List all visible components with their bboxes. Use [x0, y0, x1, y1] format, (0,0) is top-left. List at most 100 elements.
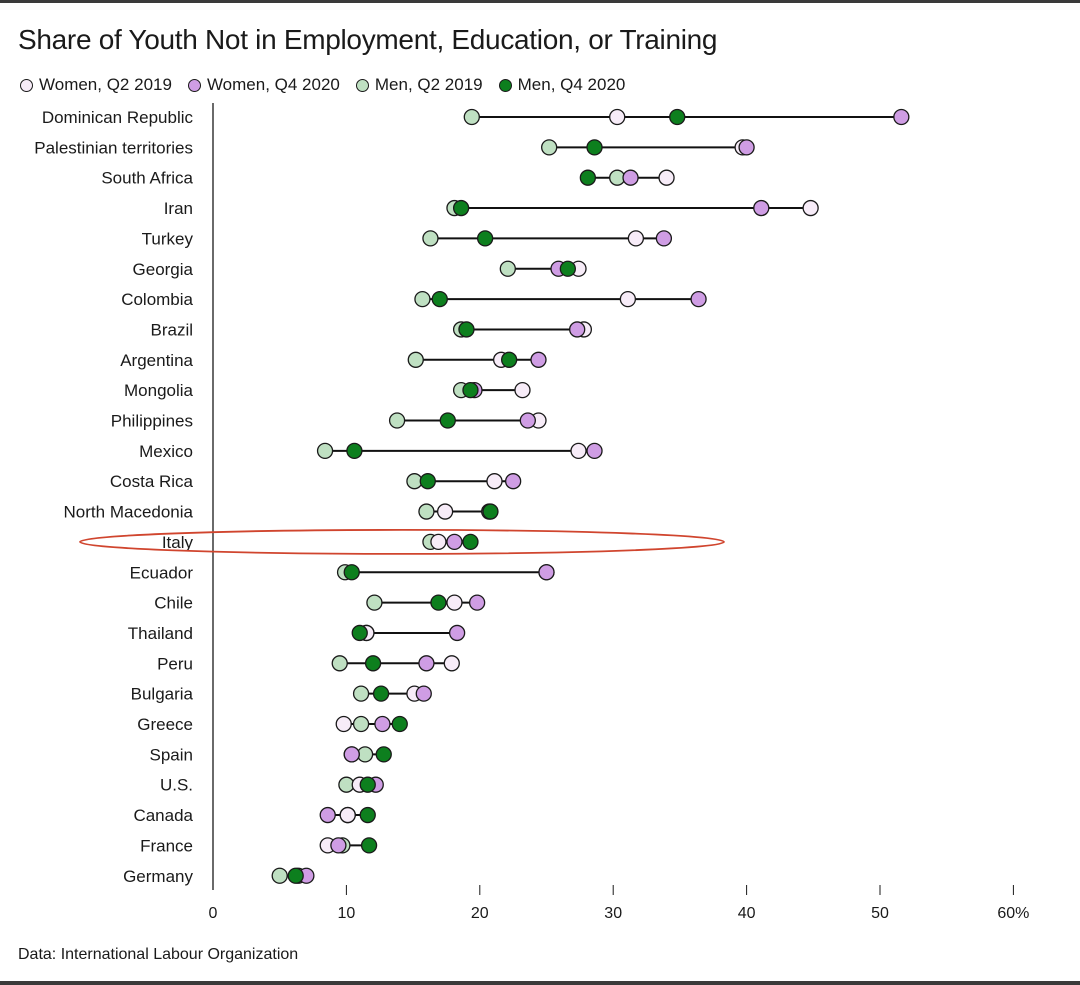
category-label-south-africa: South Africa	[101, 169, 193, 188]
source-note: Data: International Labour Organization	[18, 946, 299, 963]
dot-bulgaria-m20	[372, 685, 390, 702]
dot-italy-m20	[462, 533, 479, 551]
dot-turkey-m20	[476, 230, 494, 247]
dot-peru-w19	[443, 655, 460, 672]
category-label-north-macedonia: North Macedonia	[64, 503, 194, 522]
dot-philippines-w20	[519, 412, 536, 429]
dot-chile-m20	[430, 594, 447, 611]
category-label-palestinian-territories: Palestinian territories	[34, 138, 193, 157]
legend-label-women-2019: Women, Q2 2019	[39, 75, 172, 94]
chart-title: Share of Youth Not in Employment, Educat…	[18, 24, 718, 55]
category-label-france: France	[140, 836, 193, 855]
legend-label-women-2020: Women, Q4 2020	[206, 75, 340, 94]
dot-georgia-m19	[499, 260, 516, 277]
x-tick-label: 10	[338, 905, 356, 922]
dot-palestinian-territories-m20	[586, 139, 603, 156]
legend-item-men-2019: Men, Q2 2019	[355, 75, 483, 95]
dot-greece-m20	[391, 715, 408, 733]
dot-canada-w19	[339, 806, 356, 824]
category-label-dominican-republic: Dominican Republic	[42, 108, 194, 127]
x-tick-label: 50	[871, 905, 889, 922]
dot-chile-w20	[468, 594, 486, 611]
dot-south-africa-w20	[622, 169, 639, 186]
highlight-ellipse-italy	[79, 529, 725, 555]
dot-colombia-w20	[690, 290, 707, 308]
dot-brazil-m20	[458, 321, 475, 338]
dot-germany-m20	[287, 867, 304, 884]
dot-mexico-m19	[316, 442, 334, 460]
dot-south-africa-m20	[579, 169, 597, 186]
dot-peru-m19	[331, 655, 348, 672]
dot-italy-w20	[446, 533, 463, 551]
dot-turkey-m19	[422, 230, 439, 247]
dot-north-macedonia-m20	[482, 503, 499, 520]
category-label-colombia: Colombia	[121, 290, 193, 309]
legend-swatch-women-2020	[187, 78, 201, 92]
category-label-mexico: Mexico	[139, 442, 193, 461]
category-label-thailand: Thailand	[128, 624, 193, 643]
dot-chile-m19	[366, 594, 383, 611]
dot-argentina-m19	[407, 351, 424, 368]
legend-swatch-women-2019	[20, 78, 33, 92]
dot-north-macedonia-m19	[418, 503, 435, 520]
category-label-georgia: Georgia	[133, 260, 194, 279]
dot-peru-w20	[418, 655, 435, 672]
legend-item-men-2020: Men, Q4 2020	[498, 75, 625, 95]
x-tick-label: 0	[209, 905, 218, 922]
dot-brazil-w20	[569, 321, 586, 338]
dot-france-w20	[330, 837, 347, 854]
dot-georgia-m20	[559, 260, 576, 277]
dot-chile-w19	[446, 594, 463, 611]
dot-palestinian-territories-w20	[738, 139, 755, 156]
dot-u-s-m20	[359, 776, 376, 793]
category-label-greece: Greece	[137, 715, 193, 734]
category-label-ecuador: Ecuador	[130, 563, 194, 582]
dot-thailand-w20	[448, 624, 466, 642]
x-tick-label: 20	[471, 905, 489, 922]
dot-germany-m19	[271, 867, 288, 884]
dot-bulgaria-w20	[415, 685, 432, 702]
dot-costa-rica-w20	[505, 473, 522, 490]
dot-iran-m20	[452, 199, 470, 217]
dot-spain-m20	[375, 746, 392, 763]
dot-greece-w20	[374, 715, 391, 733]
dot-turkey-w20	[655, 230, 673, 247]
category-label-iran: Iran	[164, 199, 193, 218]
legend-item-women-2019: Women, Q2 2019	[20, 75, 172, 95]
bottom-border	[0, 981, 1080, 985]
dot-dominican-republic-m19	[463, 108, 480, 126]
dot-argentina-m20	[500, 351, 518, 368]
dot-colombia-m19	[414, 290, 431, 308]
dot-argentina-w20	[530, 351, 547, 368]
dot-colombia-w19	[619, 290, 637, 308]
dot-italy-w19	[430, 533, 447, 551]
dot-greece-w19	[335, 715, 352, 733]
dot-iran-w19	[802, 199, 819, 217]
dot-iran-w20	[753, 199, 770, 217]
top-border	[0, 0, 1080, 3]
dot-spain-w20	[343, 746, 360, 763]
category-label-chile: Chile	[154, 594, 193, 613]
dot-palestinian-territories-m19	[541, 139, 558, 156]
dot-colombia-m20	[431, 290, 448, 308]
legend-label-men-2019: Men, Q2 2019	[374, 75, 483, 94]
dot-greece-m19	[352, 715, 370, 733]
x-tick-label: 60%	[997, 905, 1029, 922]
dot-dominican-republic-m20	[669, 108, 686, 126]
legend-swatch-men-2019	[355, 78, 369, 92]
dot-mexico-w19	[570, 442, 587, 460]
category-label-italy: Italy	[162, 533, 194, 552]
dot-thailand-m20	[351, 624, 368, 642]
category-label-philippines: Philippines	[111, 412, 193, 431]
dot-south-africa-w19	[658, 169, 675, 186]
dot-mongolia-m20	[462, 381, 479, 399]
category-label-argentina: Argentina	[120, 351, 193, 370]
dot-france-m20	[360, 837, 378, 854]
dot-mongolia-w19	[514, 381, 531, 399]
legend-item-women-2020: Women, Q4 2020	[187, 75, 340, 95]
x-tick-label: 30	[604, 905, 622, 922]
category-label-mongolia: Mongolia	[124, 381, 194, 400]
legend: Women, Q2 2019 Women, Q4 2020 Men, Q2 20…	[20, 74, 641, 96]
dot-philippines-m19	[388, 412, 406, 429]
